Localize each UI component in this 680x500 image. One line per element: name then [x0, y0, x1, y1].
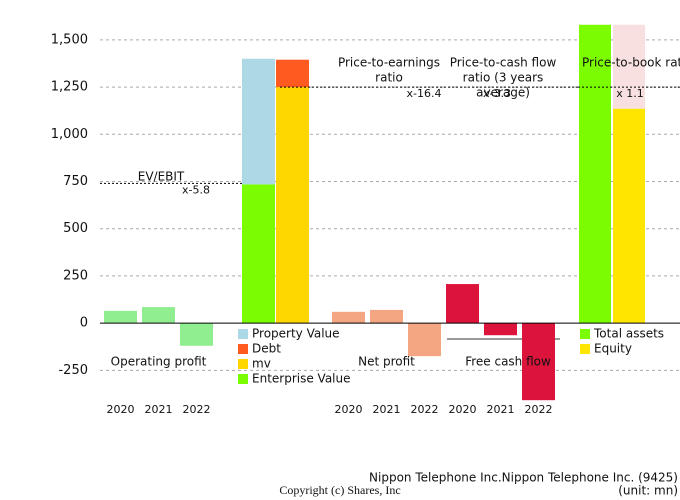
legend-label: Enterprise Value	[252, 372, 351, 386]
y-tick-label: 750	[63, 174, 88, 189]
group-label: Net profit	[358, 355, 415, 369]
legend-label: mv	[252, 357, 271, 371]
ratio-value: x-3.3	[483, 87, 511, 100]
ratio-name: ratio	[375, 71, 403, 85]
legend-swatch	[238, 344, 248, 354]
ratio-name: Price-to-cash flow	[450, 56, 557, 70]
legend-swatch	[580, 329, 590, 339]
bar	[484, 323, 517, 336]
x-tick-label: 2022	[411, 403, 439, 416]
bar	[408, 323, 441, 357]
unit: (unit: mn)	[618, 484, 678, 498]
legend-swatch	[580, 344, 590, 354]
x-tick-label: 2020	[449, 403, 477, 416]
y-tick-label: 1,000	[51, 127, 88, 142]
ratio-name: Price-to-earnings	[338, 56, 440, 70]
stack-segment	[242, 184, 275, 324]
legend-swatch	[238, 359, 248, 369]
group-label: Operating profit	[111, 355, 207, 369]
x-tick-label: 2021	[373, 403, 401, 416]
book-background	[613, 24, 645, 109]
legend-label: Total assets	[593, 327, 664, 341]
ratio-name: Price-to-book ratio	[582, 56, 680, 70]
bar	[370, 309, 403, 324]
ratio-name: ratio (3 years	[463, 71, 544, 85]
y-tick-label: 1,250	[51, 80, 88, 95]
y-tick-label: 1,500	[51, 32, 88, 47]
copyright: Copyright (c) Shares, Inc	[279, 483, 400, 497]
x-tick-label: 2020	[107, 403, 135, 416]
bar	[142, 307, 175, 324]
ratio-value: x-5.8	[182, 183, 210, 196]
bar	[332, 311, 365, 324]
x-tick-label: 2020	[335, 403, 363, 416]
stack-segment	[276, 87, 309, 324]
x-tick-label: 2022	[183, 403, 211, 416]
ratio-name: average)	[476, 86, 530, 100]
bar	[613, 108, 645, 324]
legend-label: Equity	[594, 342, 632, 356]
x-tick-label: 2022	[525, 403, 553, 416]
x-tick-label: 2021	[145, 403, 173, 416]
y-tick-label: -250	[58, 363, 88, 378]
ratio-value: x 1.1	[616, 87, 644, 100]
y-tick-label: 500	[63, 221, 88, 236]
bar	[104, 310, 137, 324]
company: Nippon Telephone Inc.Nippon Telephone In…	[369, 471, 678, 485]
legend-swatch	[238, 329, 248, 339]
y-tick-label: 0	[80, 316, 88, 331]
y-tick-label: 250	[63, 268, 88, 283]
bar	[180, 323, 213, 346]
group-label: Free cash flow	[465, 355, 551, 369]
legend-label: Property Value	[252, 327, 340, 341]
x-tick-label: 2021	[487, 403, 515, 416]
ratio-value: x-16.4	[407, 87, 442, 100]
bar	[522, 323, 555, 401]
stack-segment	[242, 58, 275, 185]
bar	[446, 284, 479, 324]
bar	[579, 24, 611, 324]
stack-segment	[276, 59, 309, 88]
legend-swatch	[238, 374, 248, 384]
ratio-name: EV/EBIT	[138, 170, 185, 184]
legend-label: Debt	[252, 342, 281, 356]
